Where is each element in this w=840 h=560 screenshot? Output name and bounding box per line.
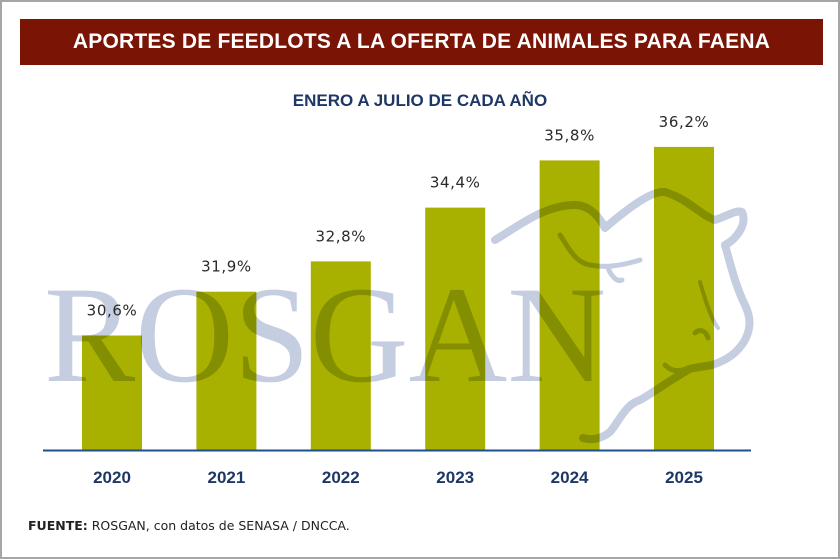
- value-label-2020: 30,6%: [87, 302, 138, 320]
- bars: [82, 146, 714, 450]
- x-tick-label-2020: 2020: [93, 468, 131, 487]
- value-label-2024: 35,8%: [544, 126, 595, 144]
- x-tick-label-2022: 2022: [322, 468, 360, 487]
- source-note: FUENTE: ROSGAN, con datos de SENASA / DN…: [28, 518, 350, 533]
- chart-subtitle: ENERO A JULIO DE CADA AÑO: [292, 91, 548, 110]
- source-label: FUENTE:: [28, 518, 88, 533]
- bar-2024: [539, 160, 600, 450]
- x-tick-label-2025: 2025: [665, 468, 703, 487]
- value-label-2022: 32,8%: [315, 227, 366, 245]
- x-axis-tick-labels: 2020 2021 2022 2023 2024 2025: [93, 468, 703, 487]
- bar-2022: [310, 261, 371, 450]
- bar-2020: [82, 335, 142, 450]
- x-tick-label-2023: 2023: [436, 468, 474, 487]
- chart-title-banner: APORTES DE FEEDLOTS A LA OFERTA DE ANIMA…: [20, 19, 823, 65]
- value-label-2023: 34,4%: [430, 174, 481, 192]
- chart-title: APORTES DE FEEDLOTS A LA OFERTA DE ANIMA…: [72, 30, 771, 53]
- watermark: ROSGAN: [44, 187, 754, 444]
- x-tick-label-2021: 2021: [207, 468, 245, 487]
- value-labels: 30,6% 31,9% 32,8% 34,4% 35,8% 36,2%: [87, 113, 710, 320]
- source-text: ROSGAN, con datos de SENASA / DNCCA.: [87, 518, 350, 533]
- value-label-2021: 31,9%: [201, 258, 252, 276]
- bar-2025: [654, 146, 714, 450]
- bar-2023: [425, 207, 486, 450]
- value-label-2025: 36,2%: [659, 113, 710, 131]
- x-tick-label-2024: 2024: [551, 468, 589, 487]
- bar-2021: [196, 291, 257, 450]
